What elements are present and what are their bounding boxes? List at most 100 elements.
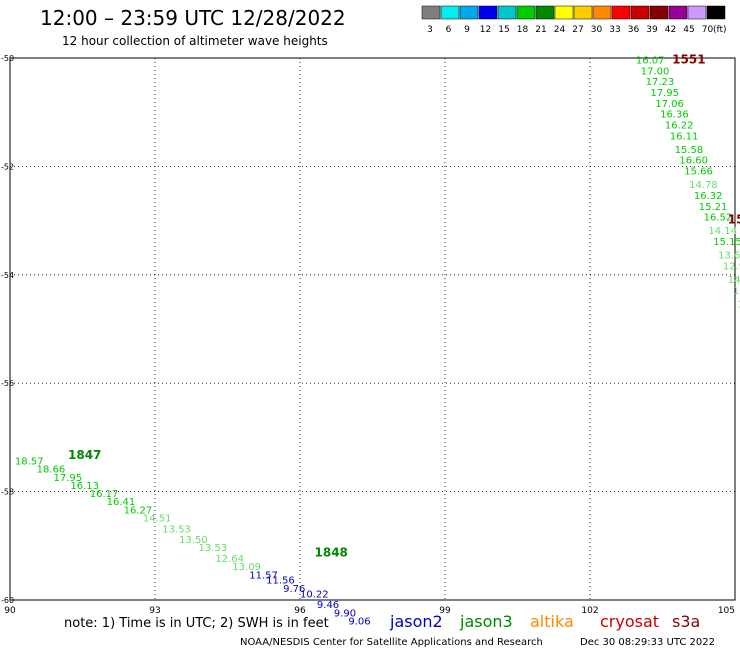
color-scale-label: 70 — [702, 25, 714, 35]
y-tick-labels: -50 -52 -54 -56 -58 -60 — [1, 54, 14, 605]
color-scale-label: 33 — [609, 25, 620, 35]
wave-height-point: 14. — [737, 299, 740, 310]
wave-height-point: 16.13 — [70, 481, 99, 492]
color-scale-label: 3 — [427, 25, 433, 35]
color-swatch — [440, 5, 460, 20]
wave-height-point: 9.46 — [317, 600, 339, 611]
legend-entry-cryosat: cryosat — [600, 612, 659, 631]
wave-height-point: 16.36 — [660, 110, 689, 121]
color-scale-label: 24 — [554, 25, 566, 35]
color-swatch — [687, 5, 707, 20]
wave-height-point: 11.57 — [249, 570, 278, 581]
wave-height-point: 17.95 — [650, 88, 679, 99]
wave-height-point: 13.53 — [162, 524, 191, 535]
y-tick-label: -52 — [1, 162, 14, 171]
wave-height-point: 16.52 — [704, 213, 733, 224]
wave-height-point: 15.21 — [699, 202, 728, 213]
color-swatch — [706, 5, 726, 20]
plot-frame — [9, 57, 736, 601]
color-swatch — [554, 5, 574, 20]
color-scale-label: 45 — [683, 25, 694, 35]
color-scale-label: 30 — [591, 25, 603, 35]
wave-height-point: 17.95 — [54, 473, 83, 484]
wave-height-point: 16.07 — [636, 55, 665, 66]
color-swatch — [478, 5, 498, 20]
y-tick-label: -60 — [1, 596, 14, 605]
wave-height-point: 10.22 — [300, 589, 329, 600]
wave-height-point: 16.27 — [124, 505, 153, 516]
legend-entry-altika: altika — [530, 612, 574, 631]
color-scale-label: 15 — [498, 25, 509, 35]
wave-height-point: 17.23 — [646, 77, 675, 88]
color-scale-label: 36 — [628, 25, 640, 35]
color-scale-label: 42 — [665, 25, 676, 35]
wave-height-point: 12.64 — [215, 554, 244, 565]
color-swatch — [421, 5, 441, 20]
wave-height-point: 9.06 — [348, 616, 370, 627]
color-swatch — [611, 5, 631, 20]
wave-height-point: 17.06 — [655, 99, 684, 110]
footer-timestamp: Dec 30 08:29:33 UTC 2022 — [580, 637, 715, 648]
pass-time-label: 155 — [728, 212, 740, 226]
x-tick-label: 105 — [718, 606, 735, 616]
wave-height-point: 18.66 — [37, 465, 66, 476]
wave-height-point: 13.09 — [232, 562, 261, 573]
color-scale-label: 27 — [572, 25, 583, 35]
wave-height-point: 17.00 — [641, 66, 670, 77]
color-scale-bar: 3 6 9 12 15 18 21 24 27 30 33 36 39 42 45 70 — [421, 5, 726, 35]
color-swatch — [592, 5, 612, 20]
x-tick-labels: 90 93 96 99 102 105 — [4, 606, 735, 616]
color-swatch — [668, 5, 688, 20]
color-swatch — [535, 5, 555, 20]
pass-time-label: 1551 — [672, 52, 705, 66]
chart-title: 12:00 – 23:59 UTC 12/28/2022 — [40, 6, 346, 30]
color-scale-label: 39 — [646, 25, 658, 35]
pass-time-label: 1847 — [68, 448, 101, 462]
chart-subtitle: 12 hour collection of altimeter wave hei… — [62, 34, 328, 48]
wave-height-point: 16.60 — [679, 156, 708, 167]
wave-height-point: 16.17 — [90, 489, 119, 500]
color-scale-label: 9 — [464, 25, 470, 35]
wave-height-point: 12.98 — [723, 261, 740, 272]
wave-height-point: 13.3 — [733, 286, 740, 297]
legend-entry-s3a: s3a — [672, 612, 700, 631]
x-tick-label: 99 — [439, 606, 451, 616]
wave-height-point: 16.32 — [694, 191, 723, 202]
color-swatch — [459, 5, 479, 20]
y-tick-label: -54 — [1, 271, 14, 280]
x-tick-label: 96 — [294, 606, 306, 616]
footer-note: note: 1) Time is in UTC; 2) SWH is in fe… — [64, 616, 329, 631]
time-labels: 1551 155 1847 1848 — [68, 52, 740, 559]
color-swatch — [649, 5, 669, 20]
wave-height-point: 15.58 — [675, 145, 704, 156]
color-swatch — [516, 5, 536, 20]
grid-lines — [10, 58, 735, 600]
wave-height-point: 15.15 — [713, 237, 740, 248]
color-swatch — [573, 5, 593, 20]
color-swatch — [497, 5, 517, 20]
y-tick-label: -58 — [1, 488, 14, 497]
x-tick-label: 90 — [4, 606, 16, 616]
color-scale-unit: (ft) — [713, 25, 727, 35]
wave-height-point: 14.07 — [728, 275, 740, 286]
wave-height-point: 11.56 — [266, 576, 295, 587]
wave-height-point: 15.66 — [684, 167, 713, 178]
wave-height-point: 13.68 — [718, 251, 740, 262]
wave-height-point: 14.14 — [708, 226, 737, 237]
color-scale-label: 18 — [517, 25, 529, 35]
wave-height-point: 14.51 — [143, 513, 172, 524]
wave-height-point: 18.57 — [15, 457, 44, 468]
wave-height-point: 16.11 — [670, 131, 699, 142]
wave-height-point: 13.50 — [179, 535, 208, 546]
wave-height-point: 13.53 — [199, 543, 228, 554]
x-tick-label: 93 — [149, 606, 160, 616]
x-tick-label: 102 — [581, 606, 598, 616]
legend-entry-jason2: jason2 — [389, 612, 443, 631]
wave-height-point: 14.78 — [689, 180, 718, 191]
pass-time-label: 1848 — [315, 546, 348, 560]
y-tick-label: -50 — [1, 54, 14, 63]
color-scale-label: 21 — [535, 25, 546, 35]
data-points: 16.0717.0017.2317.9517.0616.3616.2216.11… — [15, 55, 740, 627]
legend-entry-jason3: jason3 — [459, 612, 513, 631]
